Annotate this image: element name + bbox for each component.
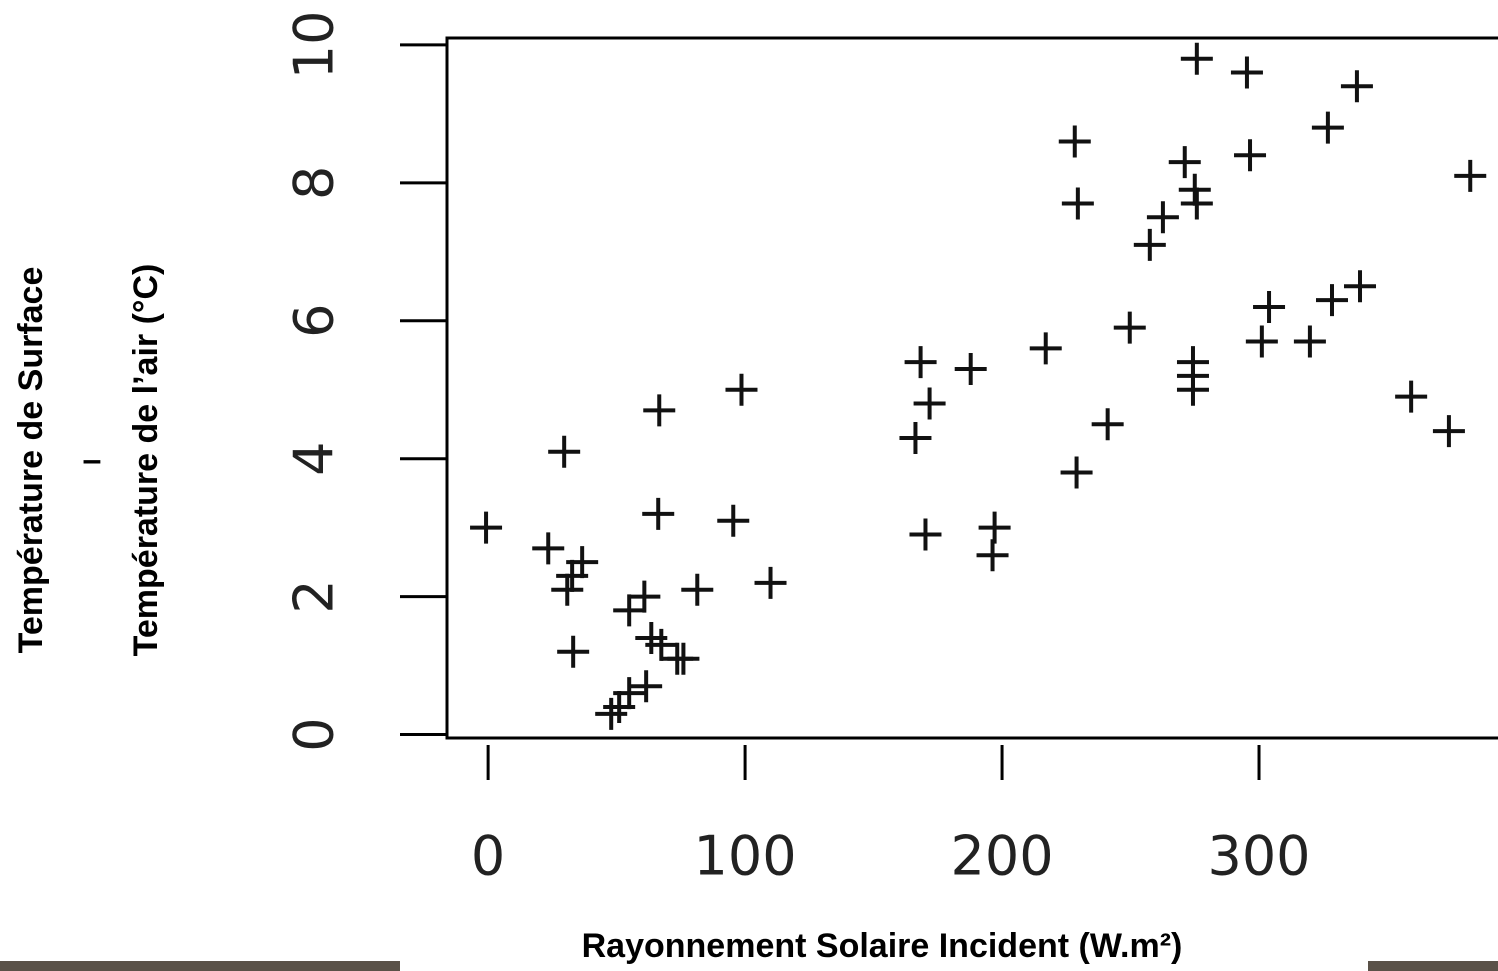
point: [551, 573, 584, 606]
photo-strip: [0, 961, 400, 971]
point: [470, 511, 503, 544]
point: [1180, 42, 1213, 75]
y-axis-title: Température de l’air (°C): [127, 264, 165, 657]
point: [1133, 228, 1166, 261]
point: [643, 394, 676, 427]
y-tick-label: 0: [283, 717, 346, 751]
y-tick-label: 10: [283, 11, 346, 80]
x-tick-label: 300: [1207, 825, 1310, 888]
point: [717, 504, 750, 537]
point: [754, 566, 787, 599]
plot-frame: [445, 36, 1498, 740]
point: [1454, 159, 1487, 192]
point: [913, 387, 946, 420]
y-axis-title: Température de Surface: [12, 267, 50, 654]
point: [1230, 56, 1263, 89]
photo-strip: [1368, 961, 1498, 971]
point: [1061, 187, 1094, 220]
point: [532, 532, 565, 565]
point: [1178, 173, 1211, 206]
point: [1316, 284, 1348, 317]
point: [613, 594, 646, 627]
point: [1168, 146, 1201, 179]
point: [978, 511, 1011, 544]
point: [645, 628, 678, 661]
point: [1091, 408, 1124, 441]
point: [1029, 332, 1062, 365]
point: [1311, 111, 1344, 144]
x-tick-label: 200: [951, 825, 1054, 888]
point: [1146, 201, 1179, 234]
point: [556, 559, 589, 592]
point: [954, 353, 987, 386]
point: [909, 518, 942, 551]
x-tick-label: 100: [694, 825, 797, 888]
point: [1344, 270, 1377, 303]
point: [548, 435, 581, 468]
y-tick-label: 8: [283, 166, 346, 200]
y-tick-label: 6: [283, 304, 346, 338]
point: [1180, 187, 1213, 220]
point: [976, 539, 1009, 572]
point: [642, 497, 675, 530]
point: [603, 690, 636, 723]
point: [1253, 290, 1286, 323]
point: [904, 346, 937, 379]
y-tick-label: 4: [283, 442, 346, 476]
point: [1293, 325, 1326, 358]
point: [630, 670, 663, 703]
point: [595, 697, 628, 730]
point: [557, 635, 590, 668]
point: [1060, 456, 1093, 489]
point: [681, 573, 714, 606]
point: [1234, 139, 1267, 172]
point: [628, 580, 661, 613]
point: [667, 642, 700, 675]
point: [725, 373, 758, 406]
point: [1432, 415, 1465, 448]
point: [1058, 125, 1091, 158]
x-axis-title: Rayonnement Solaire Incident (W.m²): [582, 927, 1183, 965]
point: [1245, 325, 1278, 358]
point: [1113, 311, 1146, 344]
x-tick-label: 0: [471, 825, 505, 888]
point: [899, 422, 932, 454]
point: [1176, 373, 1209, 406]
y-axis-title: –: [83, 441, 102, 479]
point: [1395, 380, 1428, 413]
point: [1340, 70, 1373, 103]
y-tick-label: 2: [283, 579, 346, 613]
